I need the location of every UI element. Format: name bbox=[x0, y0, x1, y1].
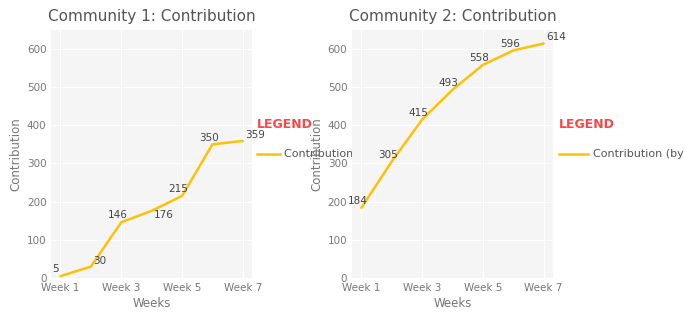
Text: 215: 215 bbox=[169, 184, 188, 194]
Y-axis label: Contribution: Contribution bbox=[310, 117, 323, 191]
Text: 493: 493 bbox=[439, 78, 459, 88]
X-axis label: Weeks: Weeks bbox=[434, 297, 472, 310]
Text: Contribution (by Posts): Contribution (by Posts) bbox=[593, 149, 685, 159]
X-axis label: Weeks: Weeks bbox=[132, 297, 171, 310]
Text: 176: 176 bbox=[154, 211, 174, 220]
Text: LEGEND: LEGEND bbox=[559, 118, 615, 131]
Text: 184: 184 bbox=[348, 196, 368, 206]
Title: Community 2: Contribution: Community 2: Contribution bbox=[349, 10, 556, 24]
Text: 415: 415 bbox=[408, 108, 428, 118]
Text: 5: 5 bbox=[52, 264, 59, 274]
Text: 350: 350 bbox=[199, 132, 219, 143]
Text: 305: 305 bbox=[378, 150, 398, 160]
Text: 30: 30 bbox=[93, 256, 106, 265]
Text: 614: 614 bbox=[546, 32, 566, 42]
Title: Community 1: Contribution: Community 1: Contribution bbox=[48, 10, 256, 24]
Text: 596: 596 bbox=[501, 39, 521, 49]
Text: LEGEND: LEGEND bbox=[257, 118, 313, 131]
Text: Contribution (by Posts): Contribution (by Posts) bbox=[284, 149, 412, 159]
Text: 359: 359 bbox=[245, 130, 265, 140]
Y-axis label: Contribution: Contribution bbox=[10, 117, 23, 191]
Text: 558: 558 bbox=[469, 53, 489, 63]
Text: 146: 146 bbox=[108, 211, 127, 220]
